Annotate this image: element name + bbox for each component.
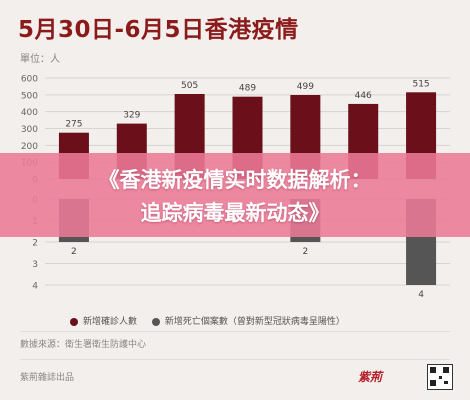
y-tick-label: 400 [21, 108, 38, 118]
death-data-label: 2 [302, 247, 308, 257]
y-tick-label: 2 [32, 239, 38, 249]
chart-legend: 新增確診人數 新增死亡個案數（曾對新型冠狀病毒呈陽性） [70, 314, 345, 327]
y-tick-label: 300 [21, 125, 38, 135]
divider [20, 331, 450, 332]
publisher-credit: 紫荊雜誌出品 [20, 373, 75, 383]
headline-banner: 《香港新疫情实时数据解析： 追踪病毒最新动态》 [0, 153, 470, 237]
data-source: 數據來源：衛生署衛生防護中心 [20, 340, 147, 350]
confirmed-data-label: 515 [412, 79, 429, 89]
legend-label-confirmed: 新增確診人數 [83, 317, 138, 327]
legend-label-deaths: 新增死亡個案數（曾對新型冠狀病毒呈陽性） [164, 317, 345, 327]
confirmed-swatch-icon [70, 317, 78, 326]
deaths-swatch-icon [151, 317, 160, 326]
publisher-logo: 紫荊 [358, 370, 383, 384]
confirmed-data-label: 446 [355, 91, 372, 101]
legend-item-deaths: 新增死亡個案數（曾對新型冠狀病毒呈陽性） [151, 314, 345, 327]
y-tick-label: 200 [21, 142, 38, 152]
y-tick-label: 600 [21, 75, 38, 85]
page-title: 5月30日-6月5日香港疫情 [18, 17, 299, 43]
divider [20, 359, 450, 360]
death-data-label: 4 [418, 290, 424, 300]
unit-label: 單位：人 [20, 54, 60, 65]
confirmed-data-label: 329 [123, 111, 140, 121]
banner-line-2: 追踪病毒最新动态》 [140, 201, 330, 225]
qr-code-icon [427, 364, 453, 390]
confirmed-data-label: 499 [297, 82, 314, 92]
confirmed-data-label: 275 [65, 120, 82, 130]
banner-line-1: 《香港新疫情实时数据解析： [98, 168, 372, 192]
confirmed-data-label: 505 [181, 81, 198, 91]
death-data-label: 2 [71, 247, 77, 257]
y-tick-label: 3 [32, 260, 38, 270]
confirmed-data-label: 489 [239, 84, 256, 94]
y-tick-label: 500 [21, 91, 38, 101]
y-tick-label: 4 [32, 282, 38, 292]
legend-item-confirmed: 新增確診人數 [70, 314, 137, 327]
